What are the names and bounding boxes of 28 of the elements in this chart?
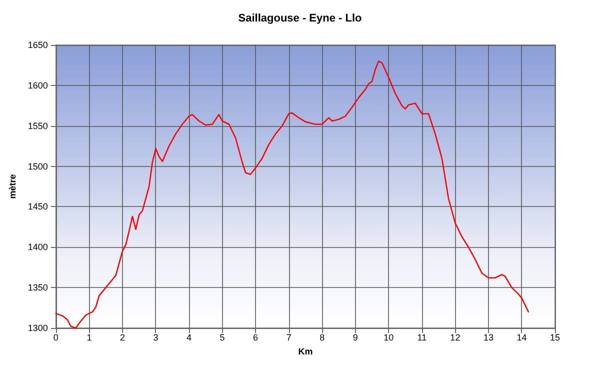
x-tick-label: 1 [86, 332, 92, 342]
x-tick-label: 5 [220, 332, 225, 342]
y-axis-title: mètre [8, 174, 18, 199]
x-tick-label: 8 [320, 332, 325, 342]
x-tick-label: 6 [253, 332, 258, 342]
x-tick-label: 11 [417, 332, 427, 342]
x-tick-label: 2 [120, 332, 125, 342]
x-tick-label: 13 [483, 332, 494, 342]
y-tick-label: 1650 [28, 40, 48, 50]
line-series [55, 60, 530, 329]
y-tick-label: 1500 [28, 161, 48, 172]
x-tick-label: 14 [516, 332, 527, 342]
x-tick-label: 7 [286, 332, 292, 342]
y-tick-label: 1300 [28, 323, 48, 333]
x-tick-label: 9 [352, 332, 358, 342]
y-tick-label: 1350 [28, 282, 48, 293]
x-tick-label: 3 [153, 332, 158, 342]
x-tick-label: 0 [53, 332, 58, 342]
x-axis-title: Km [298, 346, 313, 356]
y-tick-label: 1450 [28, 202, 48, 212]
y-tick-label: 1600 [28, 80, 48, 90]
x-tick-label: 10 [384, 332, 394, 342]
y-tick-label: 1550 [28, 120, 48, 131]
x-tick-label: 4 [186, 332, 192, 342]
y-tick-label: 1400 [28, 242, 48, 252]
chart-title: Saillagouse - Eyne - Llo [238, 12, 362, 24]
x-tick-label: 12 [450, 332, 460, 342]
x-tick-label: 15 [550, 332, 560, 342]
